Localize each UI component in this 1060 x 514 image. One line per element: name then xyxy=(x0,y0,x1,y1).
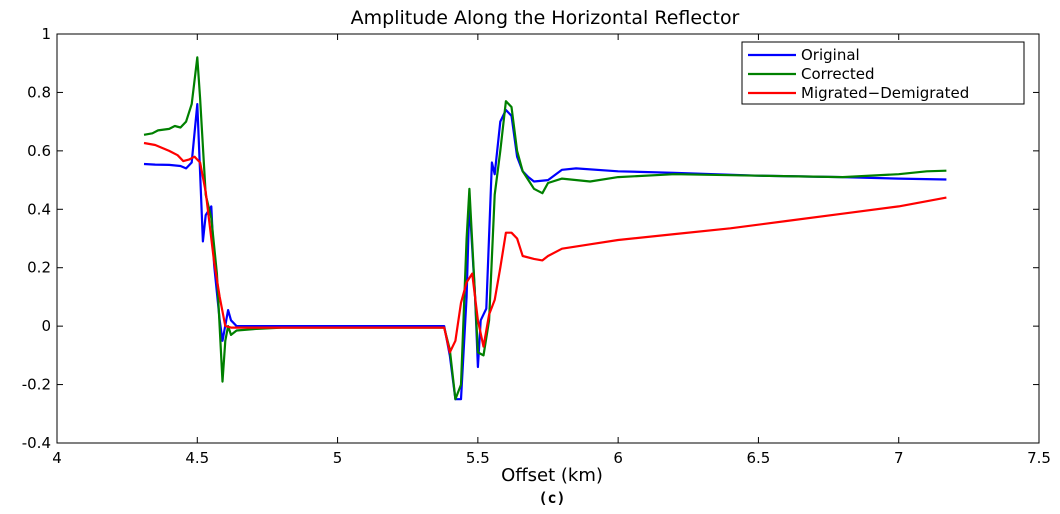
plot-frame xyxy=(56,33,1040,444)
y-tick-label: -0.2 xyxy=(22,376,51,394)
y-tick-label: 0.6 xyxy=(27,142,51,160)
plot-axes xyxy=(56,33,1040,444)
x-tick-label: 4 xyxy=(52,449,62,467)
y-tick-label: 0.8 xyxy=(27,83,51,101)
y-tick-label: 0.2 xyxy=(27,259,51,277)
x-axis-label: Offset (km) xyxy=(501,465,603,486)
chart-title: Amplitude Along the Horizontal Reflector xyxy=(351,7,740,29)
series-line xyxy=(143,141,947,354)
figure-caption: (c) xyxy=(538,489,565,507)
legend-label: Original xyxy=(801,46,860,64)
x-tick-label: 6.5 xyxy=(746,449,770,467)
tick-labels: 4 4.5 5 5.5 6 6.5 7 7.5 -0.4 -0.2 0 0.2 0.4 0.6 0.8 1 xyxy=(22,25,1051,467)
x-tick-label: 5 xyxy=(333,449,343,467)
y-tick-label: 0.4 xyxy=(27,200,51,218)
series-line xyxy=(143,103,947,401)
x-tick-label: 6 xyxy=(613,449,623,467)
legend-label: Corrected xyxy=(801,65,875,83)
series-line xyxy=(143,56,947,401)
x-tick-label: 5.5 xyxy=(466,449,490,467)
x-tick-label: 7 xyxy=(894,449,904,467)
x-tick-label: 7.5 xyxy=(1027,449,1051,467)
y-tick-label: 1 xyxy=(41,25,51,43)
legend-label: Migrated−Demigrated xyxy=(801,84,969,102)
x-tick-label: 4.5 xyxy=(185,449,209,467)
y-tick-label: 0 xyxy=(41,317,51,335)
y-tick-label: -0.4 xyxy=(22,434,51,452)
series-layer xyxy=(143,56,947,401)
